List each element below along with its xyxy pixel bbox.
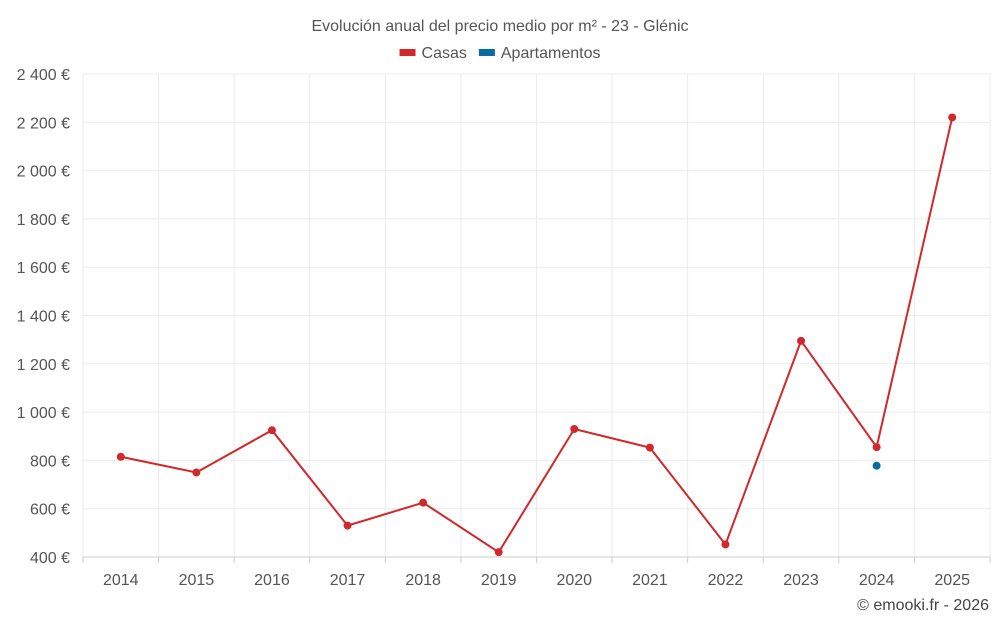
y-tick-label: 2 000 € [17, 164, 70, 181]
y-tick-label: 1 000 € [17, 405, 70, 422]
x-tick-label: 2018 [405, 572, 441, 589]
legend-item-apartamentos[interactable]: Apartamentos [478, 45, 601, 62]
grid [82, 73, 991, 557]
series-apartamentos [872, 461, 881, 470]
x-tick-label: 2017 [330, 572, 366, 589]
x-tick-label: 2021 [632, 572, 668, 589]
chart-title: Evolución anual del precio medio por m² … [311, 18, 688, 35]
legend: Casas Apartamentos [399, 45, 601, 62]
data-point[interactable] [419, 498, 428, 507]
data-point[interactable] [267, 426, 276, 435]
y-tick-label: 1 600 € [17, 260, 70, 277]
x-tick-label: 2024 [859, 572, 895, 589]
series-line [120, 117, 954, 554]
data-point[interactable] [721, 540, 730, 549]
series-casas [116, 113, 957, 557]
legend-label: Casas [422, 45, 467, 62]
data-point[interactable] [797, 336, 806, 345]
data-point[interactable] [872, 461, 881, 470]
y-axis: 400 € 600 € 800 € 1 000 € 1 200 € 1 400 € 1 60… [17, 67, 70, 567]
y-tick-label: 600 € [30, 502, 70, 519]
x-tick-label: 2014 [103, 572, 139, 589]
legend-swatch [399, 49, 416, 56]
y-tick-label: 1 800 € [17, 212, 70, 229]
series-layer [116, 113, 957, 557]
y-tick-label: 2 200 € [17, 115, 70, 132]
y-tick-label: 1 200 € [17, 357, 70, 374]
data-point[interactable] [570, 425, 579, 434]
data-point[interactable] [116, 452, 125, 461]
y-tick-label: 800 € [30, 453, 70, 470]
x-tick-label: 2016 [254, 572, 290, 589]
x-tick-label: 2022 [708, 572, 744, 589]
y-tick-label: 1 400 € [17, 309, 70, 326]
credit-text: © emooki.fr - 2026 [857, 597, 989, 614]
y-tick-label: 400 € [30, 550, 70, 567]
data-point[interactable] [948, 113, 957, 122]
x-tick-label: 2019 [481, 572, 517, 589]
data-point[interactable] [192, 468, 201, 477]
x-tick-label: 2023 [783, 572, 819, 589]
data-point[interactable] [645, 443, 654, 452]
x-tick-label: 2025 [934, 572, 970, 589]
data-point[interactable] [494, 548, 503, 557]
y-tick-label: 2 400 € [17, 67, 70, 84]
data-point[interactable] [872, 443, 881, 452]
x-axis: 2014 2015 2016 2017 2018 2019 2020 2021 2022 2023… [82, 556, 991, 589]
x-tick-label: 2020 [556, 572, 592, 589]
x-tick-label: 2015 [179, 572, 215, 589]
legend-label: Apartamentos [501, 45, 601, 62]
legend-swatch [478, 49, 495, 56]
legend-item-casas[interactable]: Casas [399, 45, 467, 62]
data-point[interactable] [343, 521, 352, 530]
